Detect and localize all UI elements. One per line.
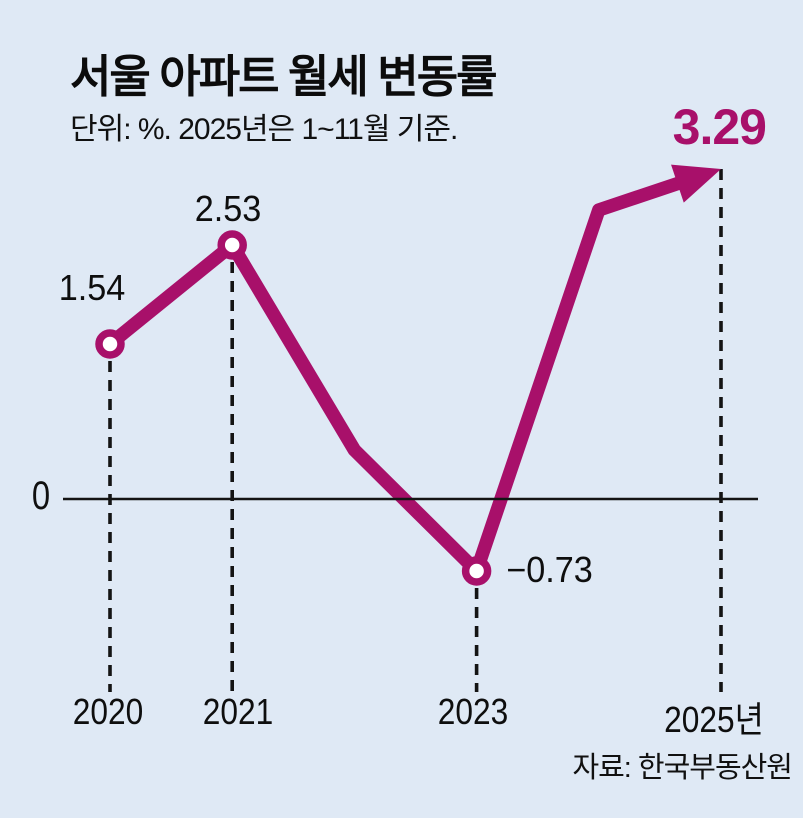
x-tick-2023: 2023 <box>437 691 509 732</box>
value-label-2023: −0.73 <box>506 549 593 590</box>
x-tick-2020: 2020 <box>72 691 144 732</box>
data-point-markers <box>95 230 492 586</box>
value-label-2025: 3.29 <box>672 99 767 155</box>
source-label: 자료: 한국부동산원 <box>572 752 793 784</box>
y-axis-zero-label: 0 <box>31 474 51 518</box>
value-label-2021: 2.53 <box>194 188 262 229</box>
data-series-line <box>105 164 722 578</box>
x-tick-2021: 2021 <box>202 691 274 732</box>
chart-subtitle: 단위: %. 2025년은 1~11월 기준. <box>70 113 458 146</box>
dashed-guides <box>108 169 723 692</box>
chart-title: 서울 아파트 월세 변동률 <box>70 51 498 102</box>
x-tick-2025: 2025년 <box>664 699 764 740</box>
value-label-2020: 1.54 <box>58 267 126 308</box>
